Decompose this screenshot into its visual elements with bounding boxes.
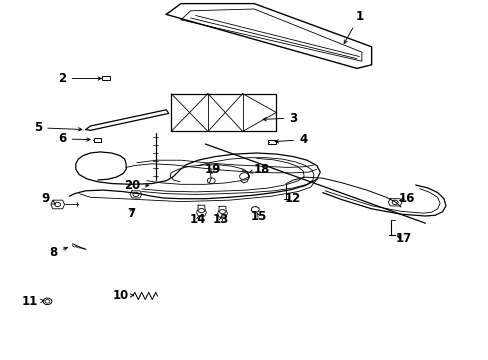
Text: 5: 5 (34, 121, 81, 134)
Text: 10: 10 (113, 289, 133, 302)
Text: 12: 12 (284, 192, 300, 205)
Text: 8: 8 (50, 246, 67, 259)
Text: 20: 20 (123, 179, 148, 192)
Text: 14: 14 (189, 213, 206, 226)
Text: 4: 4 (275, 133, 306, 146)
Text: 2: 2 (59, 72, 101, 85)
Text: 3: 3 (263, 112, 297, 125)
Text: 7: 7 (127, 207, 135, 220)
Text: 18: 18 (249, 163, 269, 176)
Text: 19: 19 (204, 163, 221, 176)
FancyBboxPatch shape (94, 138, 101, 142)
Text: 13: 13 (212, 213, 229, 226)
Text: 17: 17 (394, 232, 411, 245)
Text: 16: 16 (398, 192, 414, 205)
Text: 6: 6 (59, 132, 90, 145)
FancyBboxPatch shape (268, 140, 275, 144)
Text: 15: 15 (250, 210, 267, 222)
Text: 9: 9 (41, 192, 55, 205)
FancyBboxPatch shape (102, 76, 109, 80)
Text: 1: 1 (344, 10, 363, 44)
Text: 11: 11 (21, 295, 44, 308)
